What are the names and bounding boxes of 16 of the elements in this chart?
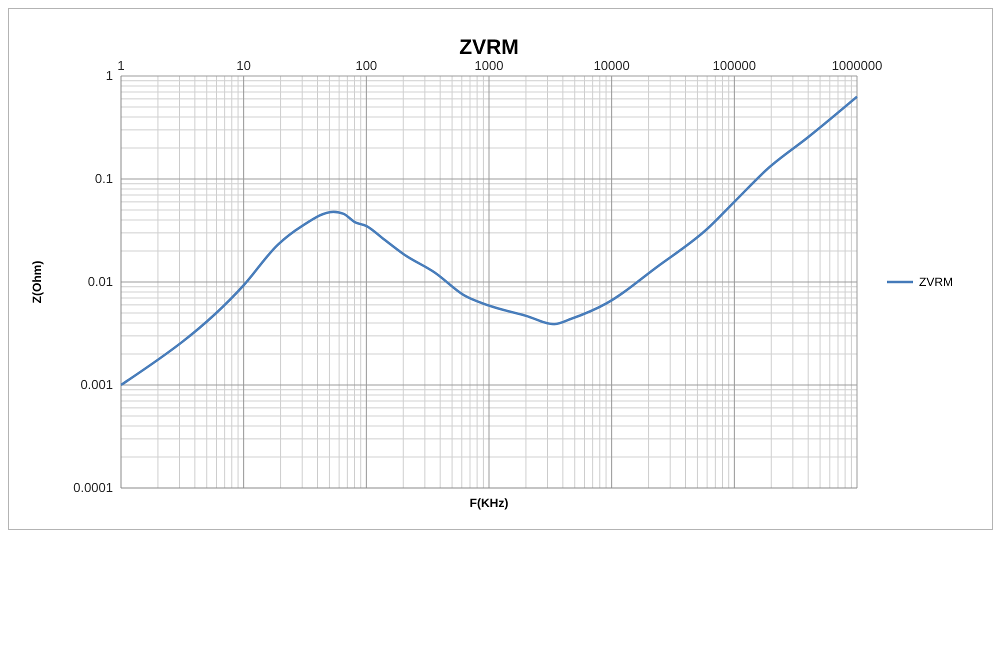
y-axis-title: Z(Ohm)	[30, 260, 44, 304]
y-tick-label: 0.001	[80, 377, 113, 392]
y-tick-label: 0.1	[94, 171, 113, 186]
x-tick-label: 10	[236, 58, 251, 73]
y-tick-label: 0.0001	[73, 480, 113, 495]
y-tick-label: 0.01	[88, 274, 113, 289]
x-tick-label: 10000	[594, 58, 630, 73]
x-tick-label: 1	[117, 58, 125, 73]
x-tick-label: 100	[355, 58, 378, 73]
y-tick-label: 1	[106, 68, 113, 83]
x-axis-title: F(KHz)	[470, 496, 508, 510]
x-tick-label: 1000	[474, 58, 504, 73]
x-tick-label: 100000	[712, 58, 756, 73]
chart-title: ZVRM	[459, 36, 519, 59]
x-tick-label: 1000000	[832, 58, 882, 73]
legend-label: ZVRM	[919, 275, 953, 289]
